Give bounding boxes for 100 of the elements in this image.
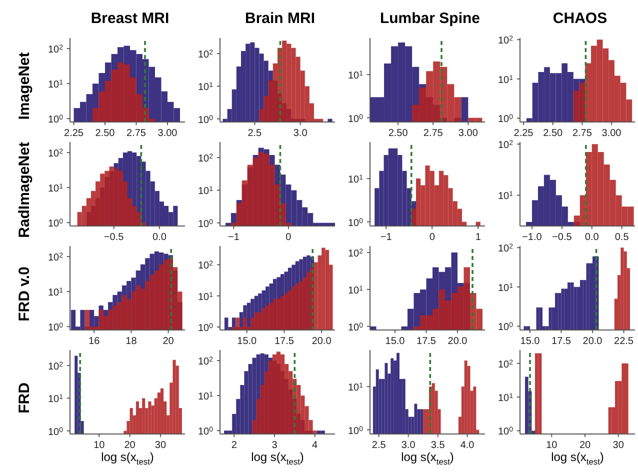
y-tick-label: 10$^{2}$: [198, 356, 214, 368]
x-tick-label: 16: [88, 336, 100, 347]
y-tick-label: 10$^{2}$: [498, 140, 514, 152]
x-axis-title: log s(x$_{test}$): [101, 450, 154, 466]
y-tick-label: 10$^{0}$: [348, 113, 364, 125]
y-tick-label: 10$^{0}$: [48, 322, 64, 334]
x-tick-label: 15.0: [520, 336, 540, 347]
x-tick-label: 2.50: [388, 128, 408, 139]
x-tick-label: 0: [286, 232, 292, 243]
y-tick-label: 10$^{1}$: [48, 287, 64, 299]
y-tick-label: 10$^{0}$: [498, 322, 514, 334]
y-tick-label: 10$^{1}$: [198, 186, 214, 198]
y-axis-title: FRD: [16, 382, 32, 414]
x-tick-label: 30: [154, 440, 166, 451]
x-tick-label: 2.25: [514, 128, 534, 139]
y-tick-label: 10$^{2}$: [198, 153, 214, 165]
y-tick-label: 10$^{0}$: [198, 322, 214, 334]
y-tick-label: 10$^{2}$: [498, 358, 514, 370]
chart-title: Brain MRI: [244, 10, 316, 27]
y-tick-label: 10$^{0}$: [48, 114, 64, 126]
y-tick-label: 10$^{2}$: [498, 35, 514, 47]
y-tick-label: 10$^{0}$: [198, 114, 214, 126]
x-tick-label: 4: [312, 440, 318, 451]
x-tick-label: 15.0: [385, 336, 406, 347]
chart-title: Breast MRI: [90, 10, 170, 27]
x-axis-title: log s(x$_{test}$): [401, 450, 454, 466]
y-tick-label: 10$^{2}$: [48, 252, 64, 264]
y-tick-label: 10$^{0}$: [498, 114, 514, 126]
x-tick-label: −0.5: [552, 232, 572, 243]
y-axis-title: FRD v.0: [16, 266, 32, 322]
y-tick-label: 10$^{0}$: [498, 426, 514, 438]
x-tick-label: −1.0: [522, 232, 542, 243]
x-axis-title: log s(x$_{test}$): [251, 450, 304, 466]
y-tick-label: 10$^{1}$: [198, 291, 214, 303]
x-tick-label: 0: [429, 232, 436, 243]
x-tick-label: 15.0: [237, 336, 258, 347]
y-tick-label: 10$^{1}$: [198, 82, 214, 94]
y-tick-label: 10$^{0}$: [348, 322, 364, 334]
y-tick-label: 10$^{2}$: [48, 44, 64, 56]
x-tick-label: 22.5: [614, 336, 634, 347]
x-tick-label: 10: [546, 440, 558, 451]
y-tick-label: 10$^{2}$: [498, 243, 514, 255]
y-tick-label: 10$^{1}$: [498, 392, 514, 404]
x-tick-label: −0.5: [104, 232, 124, 243]
y-tick-label: 10$^{1}$: [198, 391, 214, 403]
x-tick-label: 0.0: [152, 232, 167, 243]
y-tick-label: 10$^{1}$: [348, 284, 364, 296]
y-tick-label: 10$^{1}$: [498, 74, 514, 86]
x-tick-label: 3.5: [430, 440, 446, 451]
x-tick-label: 2.5: [248, 128, 262, 139]
x-tick-label: 1: [475, 232, 482, 243]
y-tick-label: 10$^{2}$: [198, 49, 214, 61]
x-tick-label: 17.5: [416, 336, 436, 347]
x-tick-label: 30: [612, 440, 624, 451]
chart-title: Lumbar Spine: [378, 10, 481, 27]
x-tick-label: 20: [124, 440, 136, 451]
chart-title: CHAOS: [552, 10, 608, 27]
x-tick-label: 20: [162, 336, 174, 347]
x-tick-label: 4.0: [460, 440, 475, 451]
x-tick-label: 2.75: [572, 128, 592, 139]
y-tick-label: 10$^{2}$: [348, 248, 364, 260]
y-tick-label: 10$^{0}$: [198, 218, 214, 230]
x-tick-label: 3.00: [602, 128, 622, 139]
x-tick-label: 2.75: [423, 128, 444, 139]
y-tick-label: 10$^{0}$: [348, 217, 364, 229]
y-tick-label: 10$^{0}$: [198, 426, 214, 438]
x-tick-label: 18: [126, 336, 138, 347]
x-tick-label: 17.5: [274, 336, 294, 347]
x-tick-label: 20: [579, 440, 591, 451]
y-tick-label: 10$^{2}$: [198, 260, 214, 272]
y-tick-label: 10$^{0}$: [48, 426, 64, 438]
y-tick-label: 10$^{1}$: [498, 190, 514, 202]
x-tick-label: −1: [380, 232, 392, 243]
y-tick-label: 10$^{1}$: [348, 70, 364, 82]
y-tick-label: 10$^{1}$: [348, 382, 364, 394]
y-tick-label: 10$^{0}$: [348, 425, 364, 437]
y-tick-label: 10$^{1}$: [48, 79, 64, 91]
x-tick-label: 3: [272, 440, 278, 451]
x-tick-label: 2.5: [372, 440, 386, 451]
x-tick-label: 2.75: [126, 128, 146, 139]
x-tick-label: 2.50: [543, 128, 564, 139]
x-axis-title: log s(x$_{test}$): [551, 450, 604, 466]
x-tick-label: −1: [228, 232, 240, 243]
y-tick-label: 10$^{1}$: [498, 282, 514, 294]
y-tick-label: 10$^{2}$: [48, 148, 64, 160]
x-tick-label: 0.0: [584, 232, 600, 243]
x-tick-label: 3.00: [458, 128, 478, 139]
x-tick-label: 20.0: [312, 336, 332, 347]
y-tick-label: 10$^{1}$: [48, 394, 64, 406]
y-tick-label: 10$^{0}$: [48, 218, 64, 230]
x-tick-label: 0.5: [614, 232, 630, 243]
y-axis-title: ImageNet: [16, 52, 32, 120]
x-tick-label: 20.0: [448, 336, 468, 347]
x-tick-label: 17.5: [552, 336, 572, 347]
x-tick-label: 20.0: [582, 336, 603, 347]
y-tick-label: 10$^{1}$: [348, 174, 364, 186]
x-tick-label: 3.0: [401, 440, 416, 451]
x-tick-label: 3.00: [158, 128, 178, 139]
y-axis-title: RadImageNet: [16, 142, 32, 238]
x-tick-label: 10: [94, 440, 106, 451]
